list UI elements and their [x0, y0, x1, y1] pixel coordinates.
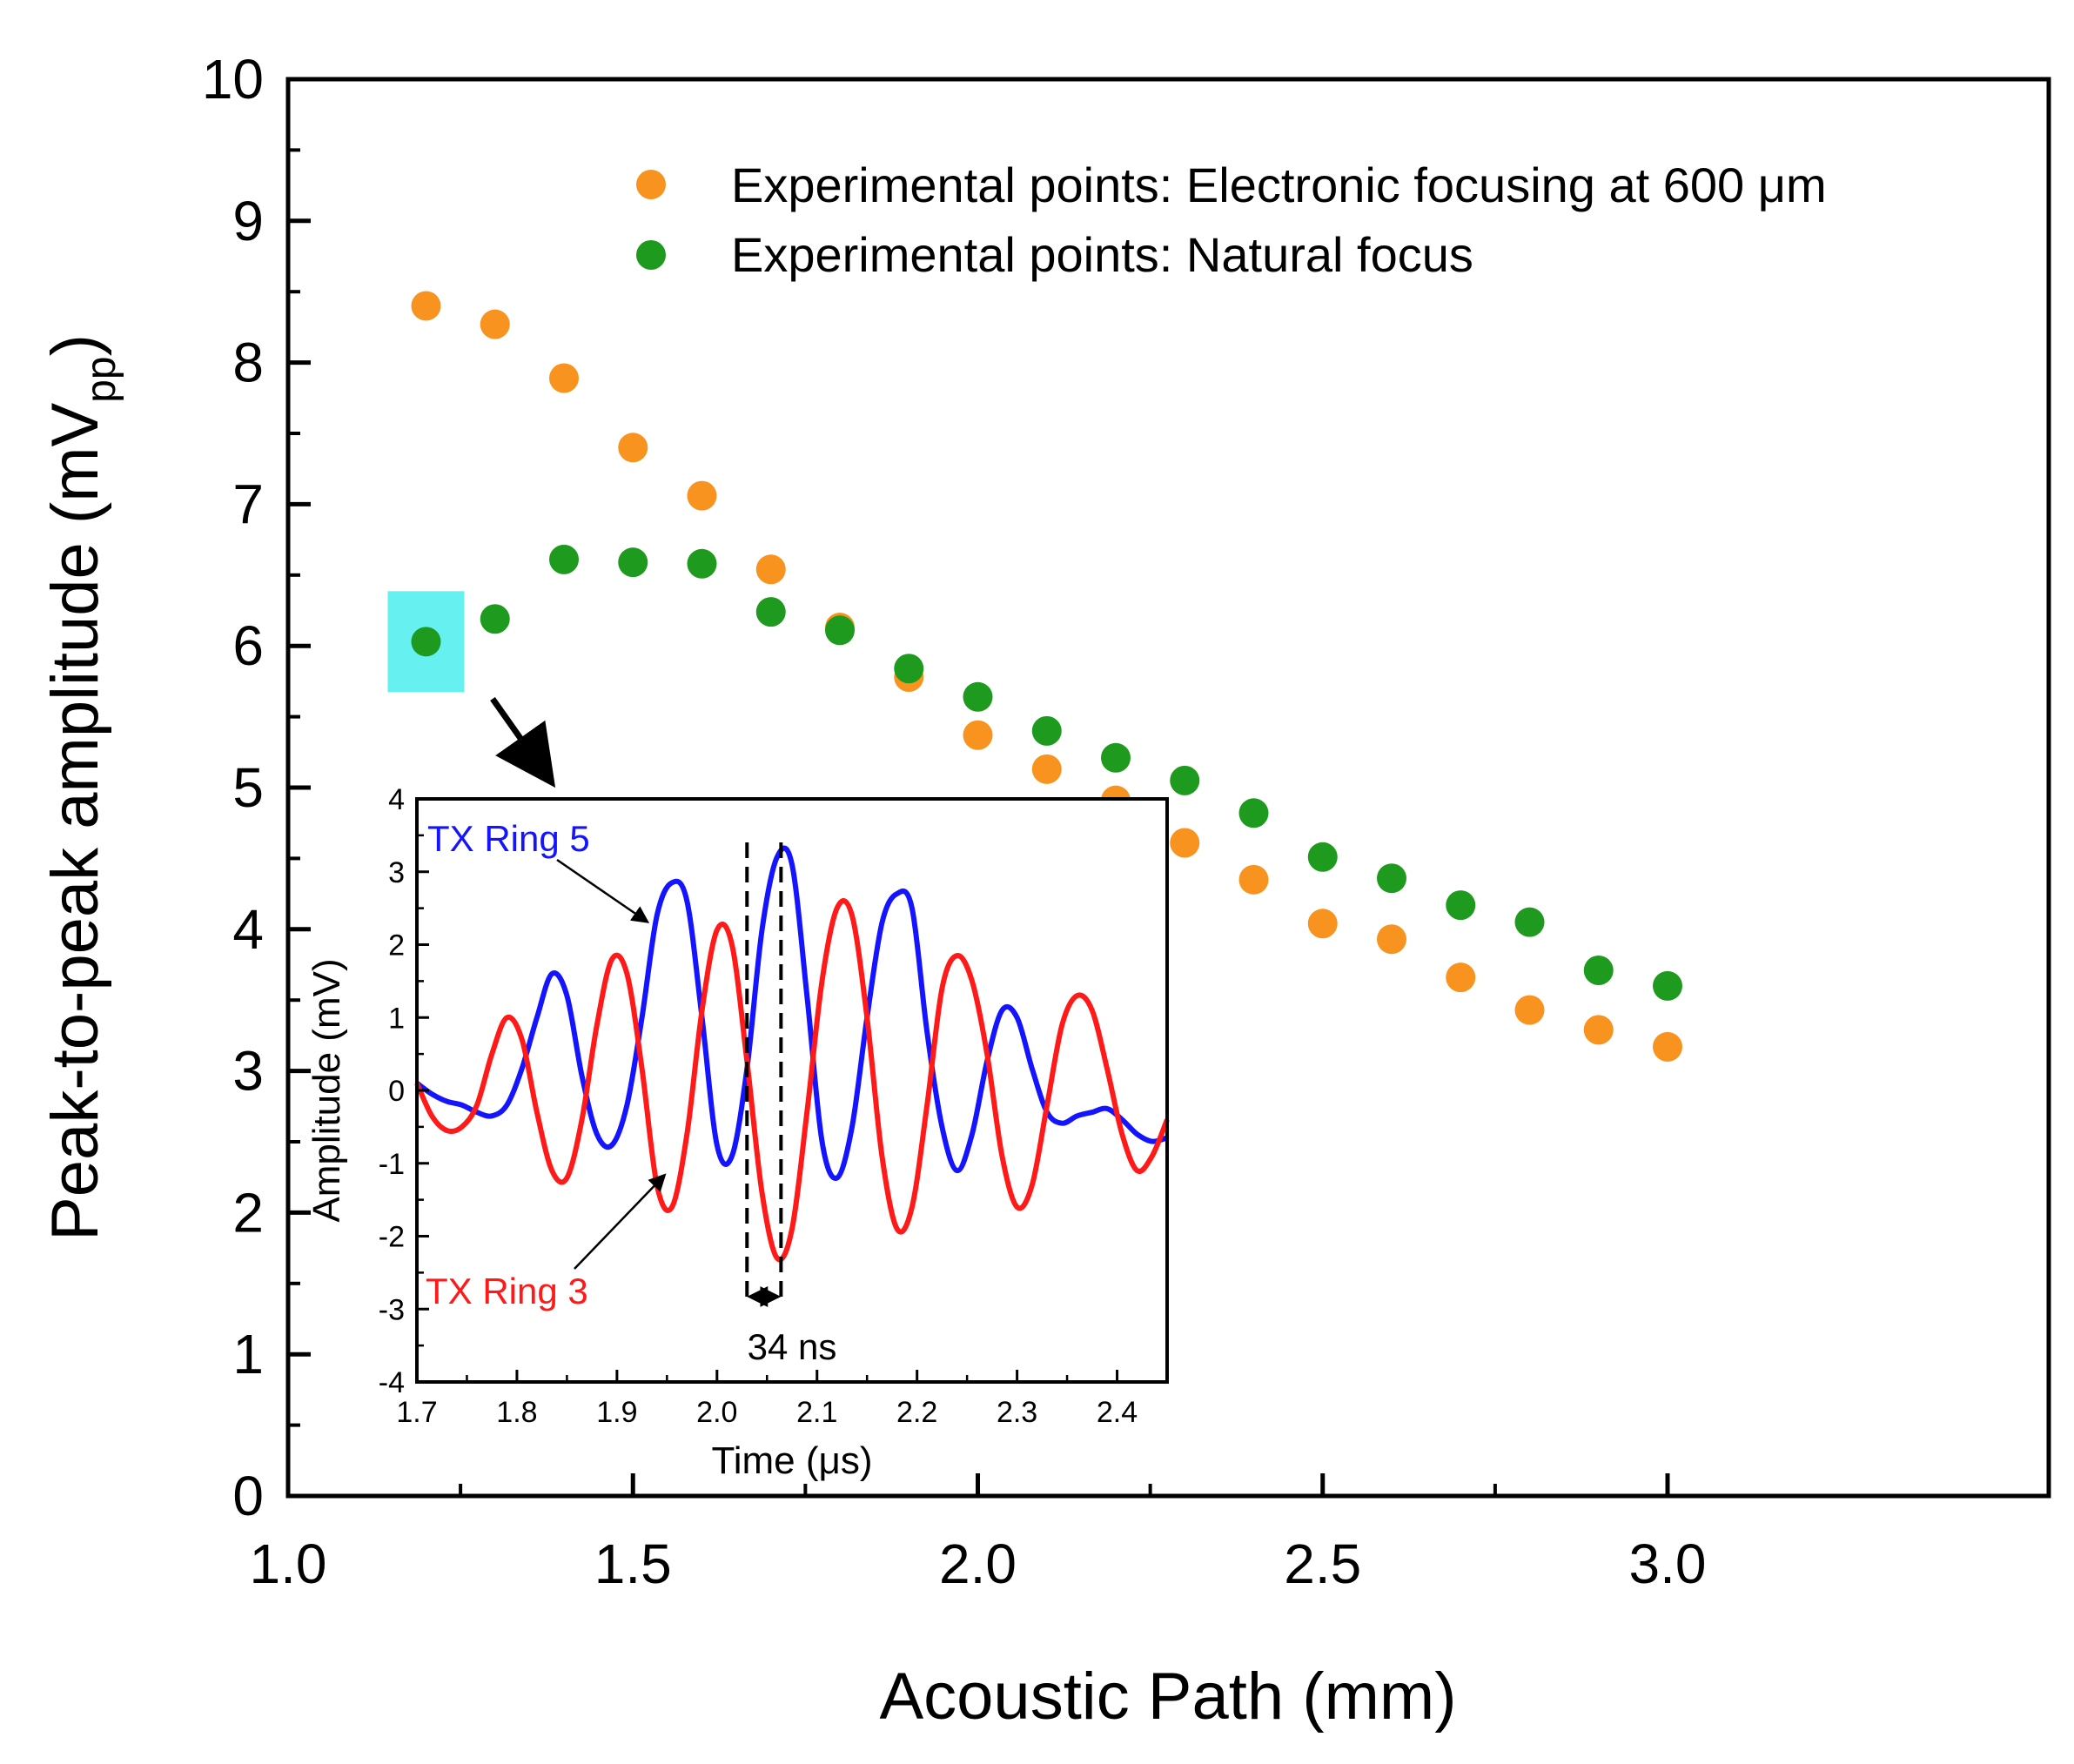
point-natural-focus: [1031, 715, 1062, 746]
point-electronic-focusing: [1377, 924, 1406, 955]
point-natural-focus: [825, 615, 855, 646]
point-electronic-focusing: [1446, 962, 1476, 993]
point-natural-focus: [1238, 798, 1269, 828]
y-tick-label: 9: [232, 190, 264, 252]
inset-x-tick-label: 1.8: [496, 1396, 537, 1429]
point-electronic-focusing: [411, 291, 441, 321]
inset-x-tick-label: 1.7: [396, 1396, 437, 1429]
main-y-axis: 0 1 2 3 4 5 6 7 8 9 10: [202, 48, 311, 1527]
point-natural-focus: [1514, 907, 1545, 937]
point-natural-focus: [480, 604, 510, 634]
point-electronic-focusing: [618, 433, 648, 463]
y-tick-label: 6: [232, 614, 264, 677]
point-natural-focus: [1446, 890, 1476, 921]
point-natural-focus: [963, 681, 993, 712]
delay-marker: [745, 842, 783, 1307]
point-electronic-focusing: [1307, 909, 1338, 939]
inset-x-axis: 1.7 1.8 1.9 2.0 2.1 2.2 2.3 2.4: [396, 1370, 1138, 1429]
point-electronic-focusing: [1514, 995, 1545, 1025]
point-electronic-focusing: [1238, 864, 1269, 895]
y-tick-label: 3: [232, 1040, 264, 1103]
point-electronic-focusing: [480, 309, 510, 339]
point-natural-focus: [1377, 863, 1406, 894]
legend-marker-electronic-focusing: [636, 170, 666, 199]
y-tick-label: 7: [232, 473, 264, 535]
point-natural-focus: [755, 597, 786, 627]
y-axis-label-close: ): [38, 334, 112, 356]
main-x-axis: 1.0 1.5 2.0 2.5 3.0: [250, 1473, 1707, 1595]
x-tick-label: 1.5: [594, 1533, 672, 1595]
point-natural-focus: [1101, 742, 1131, 773]
inset-y-tick-label: 2: [388, 929, 405, 962]
inset-y-tick-label: 3: [388, 856, 405, 889]
delay-label: 34 ns: [748, 1326, 837, 1367]
x-tick-label: 2.5: [1284, 1533, 1361, 1595]
point-electronic-focusing: [1653, 1031, 1682, 1062]
inset-y-tick-label: 0: [388, 1075, 405, 1108]
y-tick-label: 4: [232, 898, 264, 961]
point-natural-focus: [687, 548, 717, 579]
inset-x-tick-label: 2.3: [997, 1396, 1037, 1429]
inset-x-tick-label: 2.0: [696, 1396, 737, 1429]
inset-background: [417, 799, 1167, 1382]
point-natural-focus: [1583, 956, 1614, 986]
point-electronic-focusing: [687, 480, 717, 511]
y-axis-label-subscript: pp: [78, 356, 124, 402]
point-natural-focus: [894, 654, 924, 684]
y-tick-label: 10: [202, 48, 264, 111]
point-electronic-focusing: [963, 720, 993, 750]
ring5-pointer: [556, 858, 650, 923]
ring3-pointer: [574, 1173, 667, 1270]
ring3-label: TX Ring 3: [426, 1271, 588, 1311]
point-electronic-focusing: [755, 554, 786, 585]
inset-y-tick-label: -4: [379, 1366, 405, 1399]
series-line-tx-ring-3: [414, 898, 1170, 1263]
inset-y-axis-label: Amplitude (mV): [305, 958, 348, 1222]
point-natural-focus: [1653, 970, 1682, 1001]
y-tick-label: 0: [232, 1465, 264, 1527]
inset-series-layer: [414, 845, 1170, 1263]
inset-x-tick-label: 1.9: [596, 1396, 637, 1429]
x-tick-label: 3.0: [1629, 1533, 1707, 1595]
inset-x-tick-label: 2.2: [896, 1396, 937, 1429]
x-axis-label: Acoustic Path (mm): [879, 1660, 1456, 1734]
inset-chart: -4 -3 -2 -1 0 1 2 3 4 1.7 1.8 1.9 2.0 2.1 2.2 2.3 2.4 T…: [305, 783, 1170, 1482]
x-tick-label: 2.0: [939, 1533, 1017, 1595]
point-electronic-focusing: [1031, 754, 1062, 784]
ring5-label: TX Ring 5: [427, 818, 590, 859]
y-axis-label-main: Peak-to-peak amplitude (mV: [38, 402, 112, 1240]
highlight-arrow: [490, 696, 556, 788]
y-tick-label: 2: [232, 1181, 264, 1244]
inset-y-tick-label: -3: [379, 1293, 405, 1326]
legend-marker-natural-focus: [636, 240, 666, 270]
inset-y-tick-label: 4: [388, 783, 405, 816]
legend-label-natural-focus: Experimental points: Natural focus: [731, 227, 1473, 282]
inset-y-tick-label: -2: [379, 1221, 405, 1254]
point-natural-focus: [1170, 765, 1200, 795]
inset-y-tick-label: -1: [379, 1148, 405, 1181]
series-line-tx-ring-5: [415, 845, 1168, 1181]
main-series-layer: [411, 291, 1682, 1062]
inset-x-tick-label: 2.1: [796, 1396, 837, 1429]
point-natural-focus: [1307, 842, 1338, 872]
y-tick-label: 8: [232, 332, 264, 394]
y-tick-label: 5: [232, 756, 264, 819]
inset-x-tick-label: 2.4: [1097, 1396, 1138, 1429]
point-electronic-focusing: [549, 363, 579, 393]
point-natural-focus: [411, 627, 441, 657]
y-tick-label: 1: [232, 1323, 264, 1385]
y-axis-label: Peak-to-peak amplitude (mVpp): [38, 334, 124, 1241]
inset-y-tick-label: 1: [388, 1002, 405, 1035]
point-electronic-focusing: [1583, 1015, 1614, 1045]
legend: Experimental points: Electronic focusing…: [636, 158, 1827, 282]
point-natural-focus: [618, 547, 648, 578]
legend-label-electronic-focusing: Experimental points: Electronic focusing…: [731, 158, 1827, 212]
inset-y-axis: -4 -3 -2 -1 0 1 2 3 4: [379, 783, 429, 1399]
x-tick-label: 1.0: [250, 1533, 327, 1595]
point-natural-focus: [549, 544, 579, 574]
point-electronic-focusing: [1170, 828, 1200, 858]
inset-x-axis-label: Time (μs): [711, 1439, 872, 1482]
